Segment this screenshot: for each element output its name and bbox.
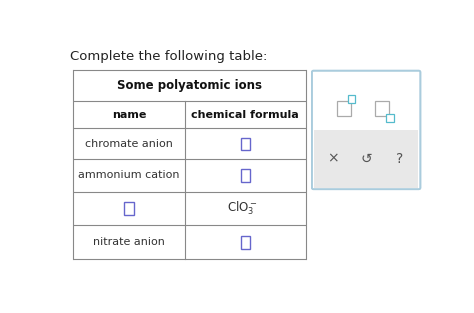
Text: ×: × (327, 152, 338, 166)
Text: chemical formula: chemical formula (191, 110, 299, 120)
Bar (375, 101, 390, 116)
Bar (337, 101, 351, 116)
Text: $\mathregular{ClO_3^-}$: $\mathregular{ClO_3^-}$ (227, 200, 257, 217)
Bar (347, 95, 356, 103)
Text: ?: ? (396, 152, 403, 166)
Bar (241, 236, 250, 249)
FancyBboxPatch shape (312, 71, 420, 189)
Text: ↺: ↺ (360, 152, 372, 166)
Text: name: name (112, 110, 146, 120)
Text: Some polyatomic ions: Some polyatomic ions (117, 79, 262, 92)
Bar (241, 169, 250, 182)
Bar (124, 202, 134, 215)
Bar (241, 138, 250, 150)
Text: nitrate anion: nitrate anion (93, 237, 165, 247)
Text: Complete the following table:: Complete the following table: (70, 50, 267, 63)
Text: chromate anion: chromate anion (85, 139, 173, 149)
Bar (386, 114, 394, 122)
Bar (314, 130, 418, 188)
Text: ammonium cation: ammonium cation (78, 170, 180, 180)
